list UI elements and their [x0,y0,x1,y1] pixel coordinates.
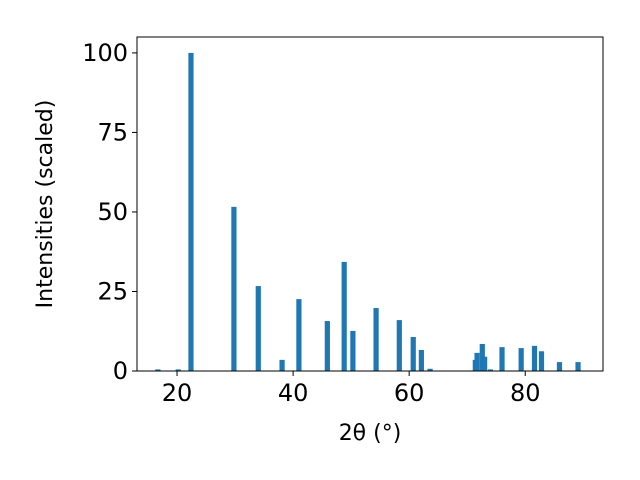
x-tick-label: 80 [510,379,541,407]
bar [499,347,505,371]
y-tick-label: 75 [97,118,128,146]
bar [556,362,563,371]
bar [531,345,538,371]
x-tick-label: 40 [278,379,309,407]
bar [482,356,488,371]
x-tick-label: 20 [162,379,193,407]
bar [175,369,181,371]
bar [410,336,416,371]
bar [296,299,302,371]
bar [538,351,545,371]
bar [474,352,480,371]
y-tick-label: 25 [97,277,128,305]
bar [324,321,330,371]
bar [279,359,285,371]
bar [341,261,347,371]
bar [518,348,524,371]
bar [373,308,379,371]
y-axis-label: Intensities (scaled) [33,100,58,309]
bar [155,369,161,371]
bar [188,52,194,372]
bar [231,206,237,371]
y-tick-label: 0 [113,357,128,385]
y-tick-label: 100 [82,39,128,67]
bar [575,362,581,371]
bar [418,350,424,371]
bar [427,368,433,371]
x-tick-label: 60 [394,379,425,407]
y-tick-label: 50 [97,198,128,226]
bar [350,330,356,371]
bar [396,320,402,371]
bar [255,286,261,371]
plot-frame [136,36,604,372]
bar [487,369,494,371]
x-axis-label: 2θ (°) [339,421,402,446]
